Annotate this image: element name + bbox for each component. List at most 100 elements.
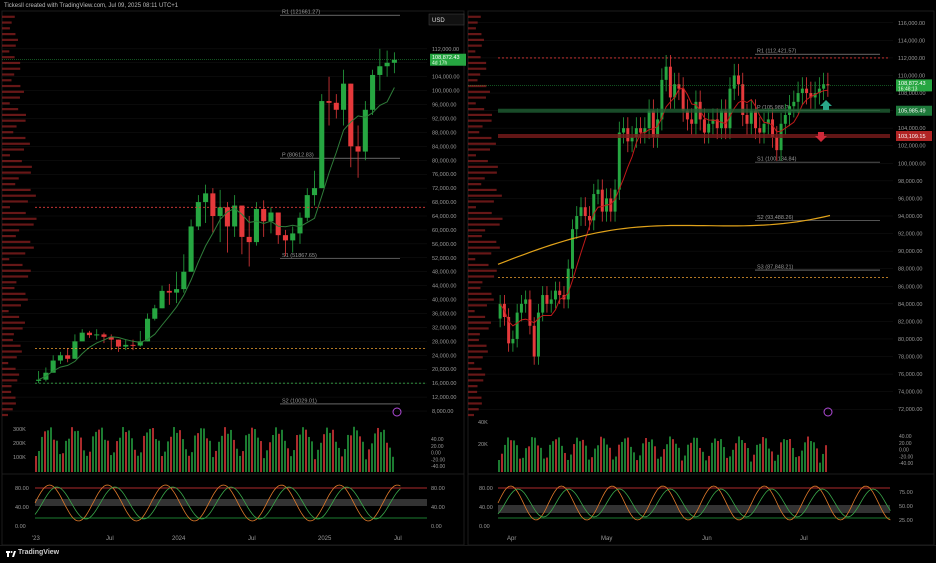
volume-bar (693, 437, 695, 472)
profile-bar (468, 367, 482, 370)
profile-bar (468, 298, 494, 301)
volume-bar (332, 429, 334, 472)
profile-bar (2, 211, 26, 215)
volume-bar (317, 449, 319, 472)
lightning-marker-icon (823, 407, 833, 417)
volume-bar (62, 453, 64, 472)
volume-bar (657, 458, 659, 472)
volume-bar (819, 462, 821, 472)
volume-bar (278, 433, 280, 472)
volume-bar (41, 436, 43, 472)
volume-bar (236, 448, 238, 472)
volume-bar (783, 439, 785, 472)
candle-body (575, 216, 579, 230)
volume-bar (365, 459, 367, 472)
candle-body (553, 290, 557, 300)
profile-bar (2, 61, 21, 65)
current-price-badge (896, 79, 932, 92)
y-tick-label: 68,000.00 (432, 200, 456, 206)
volume-bar (380, 432, 382, 472)
y-tick-label: 80,000.00 (898, 337, 922, 343)
profile-bar (2, 183, 16, 186)
volume-bar (191, 452, 193, 472)
volume-bar (663, 449, 665, 472)
candle-body (673, 84, 677, 98)
profile-bar (468, 56, 481, 59)
volume-bar (392, 456, 394, 472)
candle-body (319, 101, 325, 189)
volume-bar (35, 456, 37, 472)
profile-bar (468, 113, 492, 116)
profile-bar (2, 108, 19, 111)
volume-bar (326, 427, 328, 472)
volume-bar (389, 447, 391, 472)
volume-bar (774, 460, 776, 472)
volume-bar (528, 446, 530, 472)
y-tick-label: 84,000.00 (432, 144, 456, 150)
profile-bar (2, 356, 17, 359)
volume-bar (684, 455, 686, 472)
long-moving-average (497, 214, 831, 265)
profile-bar (2, 165, 32, 168)
profile-bar (2, 240, 31, 243)
moving-average-line (38, 87, 395, 381)
volume-bar (44, 431, 46, 472)
volume-bar (807, 436, 809, 472)
volume-bar (690, 442, 692, 472)
candle-body (566, 268, 570, 300)
volume-bar (711, 442, 713, 472)
volume-bar (645, 438, 647, 472)
y-tick-label: 80,000.00 (432, 158, 456, 164)
volume-bar (80, 437, 82, 472)
candle-body (108, 336, 114, 340)
candle-body (651, 110, 655, 137)
volume-bar (522, 457, 524, 472)
candle-body (72, 341, 78, 359)
volume-bar (498, 460, 500, 472)
volume-bar (516, 445, 518, 472)
mini-axis-label: -20.00 (899, 454, 913, 460)
profile-bar (468, 50, 476, 53)
profile-bar (2, 246, 34, 249)
candle-body (736, 75, 740, 85)
candle-body (796, 93, 800, 102)
volume-bar (537, 445, 539, 472)
volume-bar (359, 436, 361, 472)
charts-svg[interactable]: 8,000.00 12,000.00 16,000.00 20,000.00 24,00… (0, 0, 936, 545)
mini-axis-label: 40.00 (899, 434, 912, 440)
profile-bar (2, 263, 23, 267)
candle-body (609, 198, 613, 212)
profile-bar (468, 373, 486, 376)
candle-body (630, 136, 634, 142)
volume-bar (624, 438, 626, 472)
current-price-text: 108,872.43 (432, 55, 460, 61)
profile-bar (2, 96, 20, 99)
mini-axis-label: 40.00 (431, 437, 444, 443)
candle-body (101, 334, 107, 337)
volume-bar (296, 435, 298, 472)
volume-bar (630, 446, 632, 472)
volume-bar (131, 438, 133, 472)
y-tick-label: 56,000.00 (432, 242, 456, 248)
candle-body (656, 119, 660, 137)
candle-body (549, 299, 553, 304)
candle-body (754, 110, 758, 129)
candle-body (50, 360, 56, 373)
y-tick-label: 104,000.00 (432, 75, 460, 81)
profile-bar (2, 177, 19, 180)
profile-bar (468, 292, 492, 295)
profile-bar (468, 96, 486, 99)
volume-bar (125, 432, 127, 472)
candle-body (515, 312, 519, 339)
candle-body (643, 128, 647, 133)
volume-bar (230, 429, 232, 472)
rsi-axis-right-label: 40.00 (431, 505, 445, 511)
y-tick-label: 28,000.00 (432, 339, 456, 345)
profile-bar (468, 361, 475, 365)
profile-bar (468, 15, 481, 18)
candle-body (732, 75, 736, 89)
rsi-axis-label: 0.00 (15, 524, 26, 530)
candle-body (304, 195, 310, 218)
volume-bar (579, 441, 581, 472)
candle-body (690, 119, 694, 124)
